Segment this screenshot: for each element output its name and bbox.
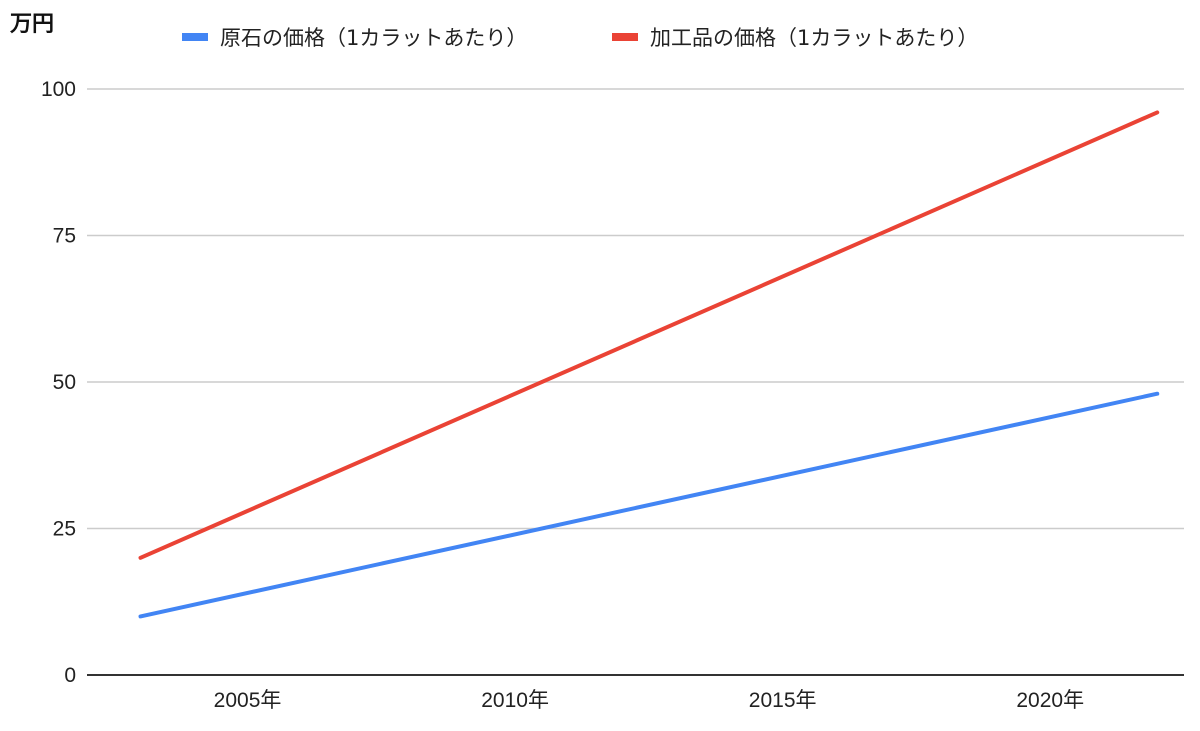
gridlines [87, 88, 1184, 530]
y-tick-label: 75 [53, 225, 76, 248]
y-tick-label: 25 [53, 518, 76, 541]
legend-swatch-raw-stone [182, 33, 208, 41]
legend-label-processed: 加工品の価格（1カラットあたり） [650, 26, 979, 50]
x-tick-label: 2005年 [214, 689, 282, 712]
legend-label-raw-stone: 原石の価格（1カラットあたり） [220, 26, 528, 50]
series-lines [138, 110, 1160, 619]
x-tick-label: 2015年 [749, 689, 817, 712]
series-line-processed [138, 110, 1160, 560]
x-tick-label: 2010年 [481, 689, 549, 712]
y-axis-unit-label: 万円 [10, 12, 55, 37]
y-axis-ticks: 0 25 50 75 100 [41, 78, 76, 687]
x-tick-label: 2020年 [1016, 689, 1084, 712]
series-line-raw-stone [138, 391, 1160, 619]
legend-item-processed: 加工品の価格（1カラットあたり） [612, 22, 978, 52]
y-tick-label: 100 [41, 78, 76, 101]
legend-swatch-processed [612, 33, 638, 41]
legend-item-raw-stone: 原石の価格（1カラットあたり） [182, 22, 527, 52]
chart-legend: 原石の価格（1カラットあたり） 加工品の価格（1カラットあたり） [0, 22, 1200, 58]
y-tick-label: 0 [64, 664, 76, 687]
y-tick-label: 50 [53, 371, 76, 394]
x-axis-ticks: 2005年 2010年 2015年 2020年 [214, 689, 1084, 712]
